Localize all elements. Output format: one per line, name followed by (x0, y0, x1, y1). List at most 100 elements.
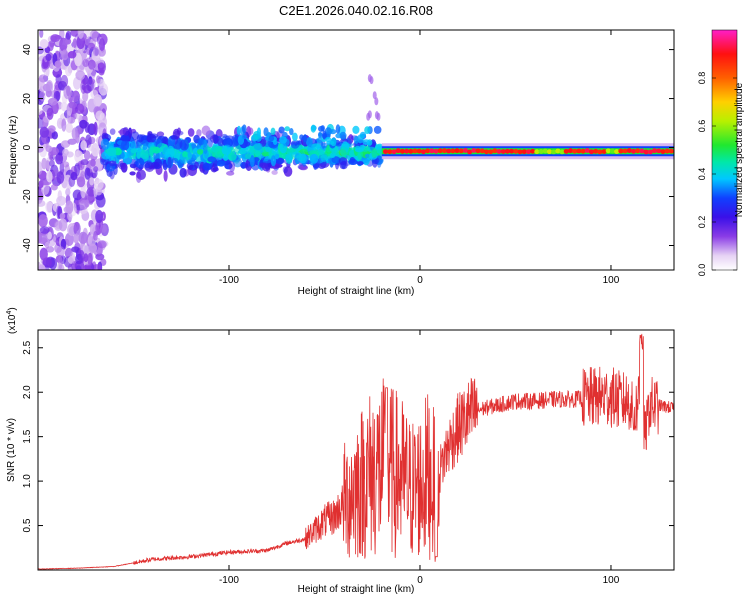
spectrogram-blob (75, 265, 82, 270)
spectrogram-band-blob (601, 149, 607, 154)
spectrogram-blob (320, 125, 325, 132)
spectrogram-band-blob (525, 149, 532, 155)
spectrogram-band-blob (593, 148, 599, 154)
spectrogram-blob (39, 226, 50, 234)
spectrogram-band-blob (408, 148, 414, 154)
spectrogram-blob (120, 134, 130, 142)
spectrogram-band-blob (668, 148, 674, 154)
spectrogram-blob (226, 171, 235, 176)
spectrogram-y-tick-label: 20 (22, 93, 33, 105)
spectrogram-blob (275, 163, 283, 168)
spectrogram-blob (305, 137, 313, 148)
spectrogram-blob (65, 122, 73, 133)
snr-y-ticks: 0.5 1.0 1.5 2.0 2.5 (22, 340, 674, 533)
spectrogram-blob (63, 85, 72, 100)
spectrogram-blob (61, 161, 70, 168)
spectrogram-blob (210, 145, 218, 157)
spectrogram-band-blob (580, 148, 586, 154)
spectrogram-blob (349, 157, 356, 164)
spectrogram-blob (72, 189, 83, 201)
spectrogram-blob (72, 38, 77, 49)
spectrogram-blob (46, 81, 53, 92)
spectrogram-band-blob (664, 148, 670, 154)
spectrogram-blob (56, 171, 65, 184)
spectrogram-marks (38, 30, 674, 270)
spectrogram-band-blob (467, 149, 473, 155)
spectrogram-blob (65, 188, 71, 196)
spectrogram-blob (91, 31, 101, 42)
spectrogram-blob (284, 126, 291, 132)
spectrogram-blob (355, 145, 361, 151)
spectrogram-blob (244, 153, 252, 159)
spectrogram-blob (330, 137, 337, 147)
spectrogram-band-blob (399, 148, 406, 154)
spectrogram-blob (84, 167, 91, 180)
spectrogram-band-blob (471, 148, 477, 153)
spectrogram-blob (130, 148, 138, 154)
spectrogram-x-tick-label: 100 (603, 275, 620, 286)
spectrogram-blob (93, 166, 99, 173)
spectrogram-band-blob (572, 148, 578, 154)
spectrogram-y-tick-label: -20 (22, 189, 33, 204)
spectrogram-band-blob (521, 149, 527, 155)
spectrogram-blob (78, 231, 88, 244)
spectrogram-blob (93, 230, 98, 241)
spectrogram-blob (271, 170, 278, 175)
spectrogram-blob (92, 264, 102, 270)
spectrogram-blob (55, 153, 64, 165)
spectrogram-band-blob (635, 148, 641, 154)
spectrogram-blob (367, 74, 372, 83)
spectrogram-blob (268, 135, 274, 142)
spectrogram-blob (77, 30, 84, 39)
spectrogram-band-blob (488, 149, 494, 155)
spectrogram-band-blob (651, 148, 658, 154)
spectrogram-blob (39, 126, 50, 138)
spectrogram-blob (258, 162, 269, 169)
spectrogram-blob (299, 148, 310, 155)
spectrogram-blob (71, 90, 80, 103)
spectrogram-blob (97, 240, 107, 249)
spectrogram-blob (38, 214, 48, 228)
spectrogram-y-label: Frequency (Hz) (8, 116, 19, 185)
spectrogram-blob (88, 59, 96, 70)
spectrogram-band-blob (429, 148, 435, 154)
spectrogram-blob (82, 59, 90, 68)
spectrogram-blob (64, 232, 74, 246)
spectrogram-band-blob (559, 149, 565, 155)
spectrogram-blob (289, 128, 294, 136)
spectrogram-band-blob (462, 148, 469, 153)
spectrogram-band-blob (530, 148, 536, 154)
colorbar: 0.0 0.2 0.4 0.6 0.8 Normalized spectral ampl… (697, 29, 745, 276)
chart-title: C2E1.2026.040.02.16.R08 (279, 3, 433, 18)
spectrogram-band-blob (441, 148, 448, 154)
spectrogram-blob (163, 170, 168, 182)
spectrogram-blob (256, 127, 262, 138)
spectrogram-blob (357, 161, 364, 166)
spectrogram-band-blob (538, 149, 544, 154)
spectrogram-blob (362, 139, 371, 146)
spectrogram-blob (129, 163, 137, 169)
spectrogram-y-ticks: -40 -20 0 20 40 (22, 44, 674, 253)
spectrogram-blob (275, 157, 285, 165)
spectrogram-band-blob (588, 149, 595, 155)
spectrogram-blob (39, 90, 46, 102)
spectrogram-band-blob (437, 148, 443, 154)
spectrogram-band-blob (542, 148, 548, 154)
spectrogram-blob (212, 167, 219, 172)
spectrogram-blob (170, 135, 178, 140)
spectrogram-blob (82, 264, 92, 270)
spectrogram-blob (335, 142, 342, 147)
spectrogram-band-blob (387, 149, 393, 155)
spectrogram-band-blob (534, 149, 540, 155)
spectrogram-blob (106, 146, 117, 158)
spectrogram-blob (217, 160, 226, 167)
spectrogram-blob (194, 161, 199, 169)
spectrogram-y-tick-label: 0 (22, 144, 33, 150)
spectrogram-blob (335, 124, 341, 134)
spectrogram-blob (343, 143, 351, 148)
spectrogram-band-blob (660, 149, 666, 154)
spectrogram-blob (97, 62, 105, 71)
spectrogram-blob (349, 149, 356, 158)
spectrogram-blob (359, 144, 366, 150)
